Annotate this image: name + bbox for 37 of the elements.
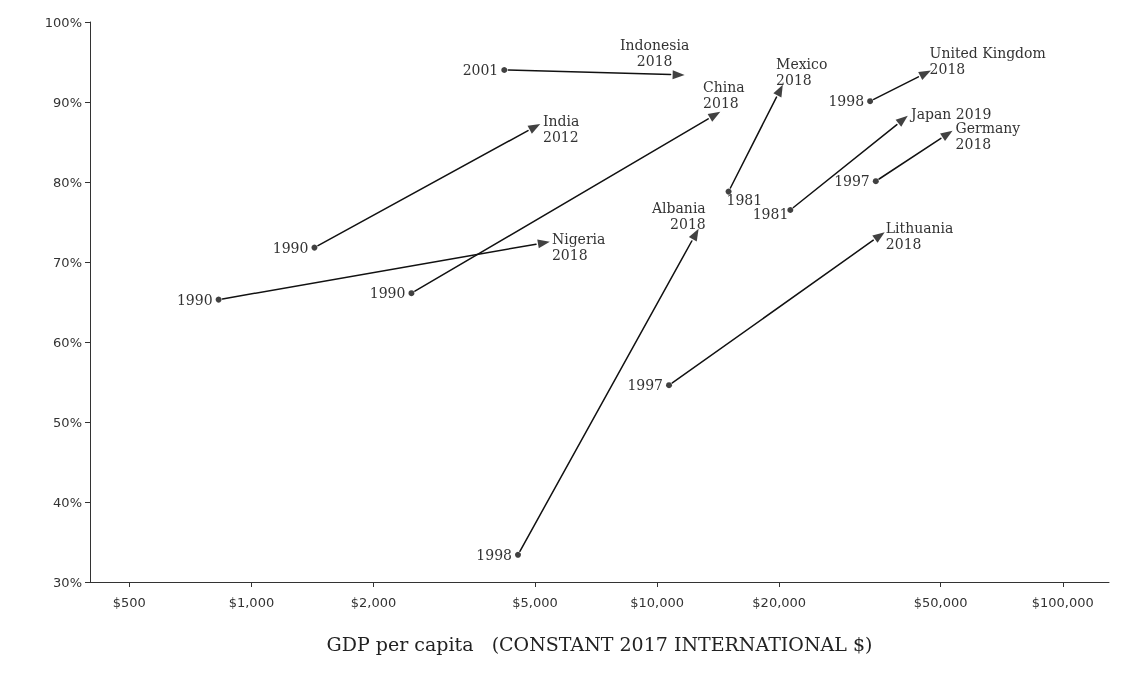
annotation: 1997: [627, 377, 664, 394]
x-tick-label: $10,000: [630, 595, 684, 610]
annotation: 1981: [726, 191, 763, 208]
annotation: India 2012: [542, 112, 580, 145]
annotation: 1997: [834, 173, 870, 190]
y-tick-label: 50%: [53, 414, 82, 430]
x-tick-label: $500: [112, 595, 146, 610]
annotation: 1981: [752, 206, 789, 222]
x-tick-label: $5,000: [512, 595, 558, 610]
y-tick-label: 70%: [53, 254, 82, 270]
x-tick-label: $50,000: [913, 595, 968, 610]
y-tick-label: 40%: [53, 494, 82, 510]
annotation: 1998: [828, 93, 865, 110]
y-tick-label: 60%: [53, 334, 82, 350]
y-tick-label: 30%: [53, 574, 82, 590]
y-tick-label: 80%: [53, 174, 82, 190]
y-tick-label: 100%: [44, 14, 82, 30]
annotation: China 2018: [703, 78, 745, 111]
annotation: Lithuania 2018: [885, 219, 954, 252]
annotation: 2001: [462, 62, 499, 78]
x-tick-label: $2,000: [350, 595, 397, 610]
x-tick-label: $1,000: [228, 595, 275, 610]
annotation: 1990: [272, 239, 309, 256]
annotation: 1990: [369, 285, 406, 302]
annotation: 1998: [476, 546, 512, 563]
annotation: Albania 2018: [650, 200, 706, 232]
annotation: Germany 2018: [955, 120, 1021, 152]
annotation: Japan 2019: [909, 105, 992, 122]
x-tick-label: $100,000: [1031, 595, 1094, 610]
annotation: Nigeria 2018: [551, 230, 606, 263]
annotation: Indonesia 2018: [620, 36, 690, 69]
y-tick-label: 90%: [53, 94, 82, 110]
x-axis-title: GDP per capita (CONSTANT 2017 INTERNATIONAL $): [326, 632, 873, 655]
x-tick-label: $20,000: [752, 595, 807, 610]
annotation: United Kingdom 2018: [929, 45, 1046, 78]
annotation: 1990: [176, 291, 213, 308]
annotation: Mexico 2018: [776, 56, 828, 88]
